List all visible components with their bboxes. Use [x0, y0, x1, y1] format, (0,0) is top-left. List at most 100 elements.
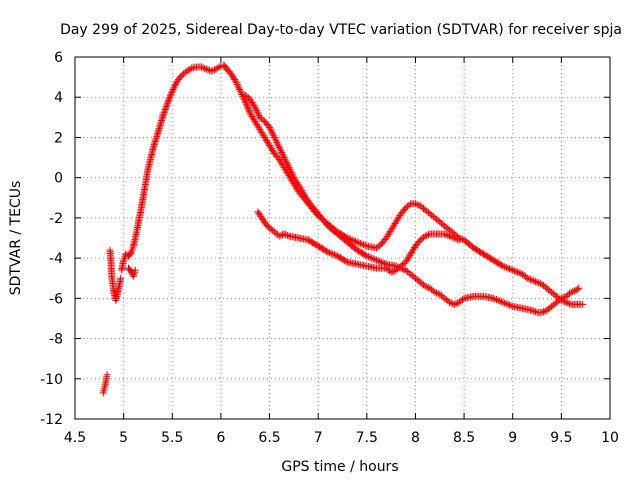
- data-point-interp: [254, 110, 262, 118]
- data-point-interp: [498, 261, 506, 269]
- data-point: [241, 97, 249, 105]
- data-point-interp: [452, 300, 460, 308]
- x-tick-label: 8: [411, 430, 420, 446]
- data-point-interp: [277, 147, 285, 155]
- data-point-interp: [167, 90, 175, 98]
- data-point-interp: [415, 238, 423, 246]
- data-point-interp: [505, 301, 513, 309]
- data-point: [411, 200, 419, 208]
- data-point-interp: [565, 300, 573, 308]
- y-tick-label: 6: [54, 50, 63, 66]
- data-point: [266, 123, 274, 131]
- x-tick-label: 5.5: [161, 430, 183, 446]
- data-point-interp: [273, 138, 281, 146]
- data-point-interp: [169, 86, 177, 94]
- data-point-interp: [496, 297, 504, 305]
- data-point-interp: [507, 266, 515, 274]
- data-point: [514, 268, 522, 276]
- data-point-interp: [423, 283, 431, 291]
- data-point: [450, 234, 458, 242]
- data-point: [280, 154, 288, 162]
- data-point-interp: [204, 66, 212, 74]
- x-axis-label: GPS time / hours: [281, 459, 398, 475]
- data-point: [446, 298, 453, 306]
- data-point: [567, 288, 575, 296]
- data-point: [387, 268, 395, 276]
- data-point-interp: [540, 308, 548, 316]
- data-point-interp: [160, 109, 168, 117]
- data-point: [117, 274, 125, 282]
- data-point: [523, 274, 531, 282]
- data-point-interp: [494, 296, 502, 304]
- data-point: [579, 300, 587, 308]
- x-tick-label: 7: [314, 430, 323, 446]
- data-point-interp: [351, 237, 359, 245]
- data-point: [251, 103, 259, 111]
- data-point-interp: [531, 308, 539, 316]
- data-point-interp: [209, 66, 217, 74]
- data-point-interp: [405, 201, 413, 209]
- data-point-interp: [355, 239, 363, 247]
- y-tick-label: 0: [54, 171, 63, 187]
- data-point-interp: [282, 157, 290, 165]
- data-point-interp: [348, 236, 356, 244]
- data-point-interp: [573, 285, 581, 293]
- data-point-interp: [512, 268, 520, 276]
- data-point-interp: [165, 95, 173, 103]
- data-point-interp: [527, 276, 535, 284]
- data-point-interp: [243, 102, 251, 110]
- data-point-interp: [279, 150, 287, 158]
- data-point-interp: [570, 287, 578, 295]
- data-point: [499, 262, 507, 270]
- data-point-interp: [502, 263, 510, 271]
- data-point: [421, 232, 429, 240]
- x-tick-label: 6.5: [258, 430, 280, 446]
- data-point: [373, 256, 381, 264]
- data-point-interp: [330, 251, 338, 259]
- data-point-interp: [491, 295, 499, 303]
- data-point-interp: [423, 231, 431, 239]
- data-point-interp: [277, 231, 285, 239]
- data-point-interp: [525, 275, 533, 283]
- y-tick-label: -6: [49, 291, 63, 307]
- data-point: [168, 87, 176, 95]
- data-point-interp: [163, 101, 171, 109]
- data-point: [441, 230, 449, 238]
- data-point-interp: [201, 64, 209, 72]
- data-point-interp: [245, 106, 253, 114]
- data-point: [163, 99, 171, 107]
- data-point-interp: [215, 63, 223, 71]
- data-point: [431, 288, 439, 296]
- data-point-interp: [172, 80, 180, 88]
- data-point: [446, 232, 453, 240]
- data-point-interp: [504, 264, 512, 272]
- data-point-interp: [505, 265, 513, 273]
- data-point-interp: [493, 296, 501, 304]
- data-point: [538, 308, 546, 316]
- data-point-interp: [250, 102, 258, 110]
- data-point-interp: [323, 247, 331, 255]
- data-point-interp: [376, 241, 384, 249]
- data-point-interp: [535, 279, 543, 287]
- data-point-interp: [276, 145, 284, 153]
- data-point: [489, 294, 497, 302]
- plot-frame: [74, 56, 611, 420]
- data-point-interp: [447, 299, 455, 307]
- data-point-interp: [413, 200, 421, 208]
- y-axis-label: SDTVAR / TECUs: [8, 181, 24, 296]
- data-point-interp: [283, 160, 291, 168]
- data-point-interp: [289, 172, 297, 180]
- data-point-interp: [530, 277, 538, 285]
- data-point-interp: [237, 89, 245, 97]
- data-point-interp: [253, 108, 261, 116]
- data-point-interp: [287, 167, 295, 175]
- data-point: [533, 278, 541, 286]
- data-point-interp: [376, 257, 384, 265]
- data-point-interp: [231, 76, 239, 84]
- x-tick-label: 10: [601, 430, 619, 446]
- data-point-interp: [371, 255, 379, 263]
- data-point-interp: [165, 96, 173, 104]
- data-point-interp: [269, 130, 277, 138]
- data-point-interp: [454, 235, 462, 243]
- data-point-interp: [569, 288, 577, 296]
